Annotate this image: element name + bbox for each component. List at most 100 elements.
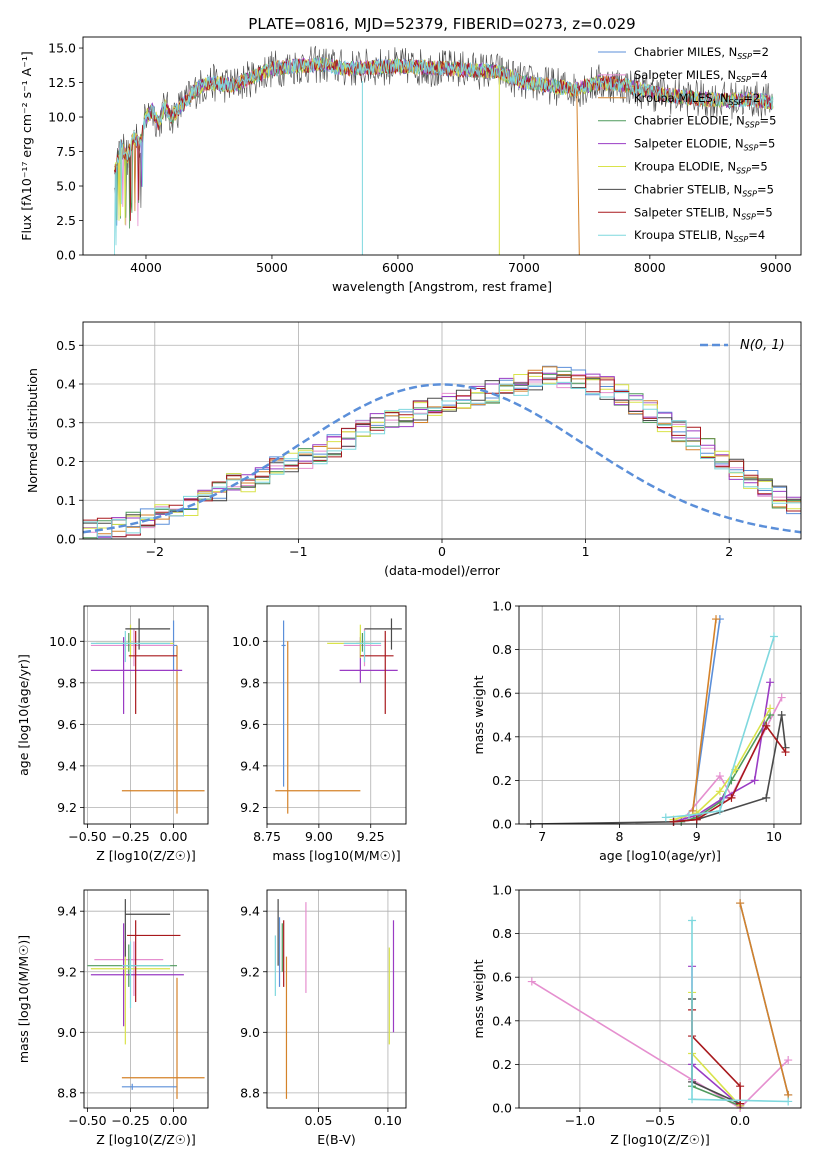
x-tick-label: −1	[289, 544, 307, 559]
x-tick-label: 8.75	[253, 829, 281, 844]
x-tick-label: 5000	[256, 260, 288, 275]
axes-frame	[83, 605, 209, 825]
x-tick-label: 1	[582, 544, 590, 559]
y-axis-label: mass weight	[471, 959, 486, 1038]
x-axis-label: E(B-V)	[317, 1132, 356, 1147]
y-axis-label: mass weight	[471, 675, 486, 754]
y-tick-label: 9.0	[57, 1025, 77, 1040]
x-tick-label: 0.05	[305, 1113, 333, 1128]
x-axis-label: mass [log10(M/M☉)]	[272, 848, 400, 863]
y-tick-label: 0.0	[492, 817, 512, 832]
y-tick-label: 0.2	[492, 773, 512, 788]
weight-point-7	[727, 793, 736, 802]
y-tick-label: 0.3	[56, 415, 76, 430]
spectrum-series-7	[114, 57, 774, 221]
x-tick-label: 7	[538, 829, 546, 844]
x-tick-label: −2	[146, 544, 164, 559]
x-axis-label: age [log10(age/yr)]	[599, 848, 721, 863]
axes-frame	[266, 889, 407, 1109]
weight-point-8	[688, 916, 697, 925]
legend-label: Salpeter ELODIE, NSSP=5	[634, 137, 775, 153]
y-tick-label: 9.2	[240, 800, 260, 815]
y-axis-label: mass [log10(M/M☉)]	[16, 935, 31, 1063]
spectrum-spike	[576, 89, 580, 256]
weight-point-1	[715, 772, 724, 781]
x-tick-label: 0.0	[730, 1113, 750, 1128]
x-tick-label: 10	[766, 829, 782, 844]
mass-vs-Z-chart: −0.50 −0.25 0.00 8.8 9.0 9.2 9.4 Z [log10(Z/Z☉)…	[16, 889, 209, 1147]
histogram-series-5	[83, 374, 801, 529]
weight-point-7	[669, 817, 678, 826]
y-tick-label: 9.8	[240, 675, 260, 690]
weight-point-4	[766, 678, 775, 687]
y-tick-label: 9.8	[57, 675, 77, 690]
weight-point-2	[712, 615, 721, 624]
weight-line-2	[739, 902, 789, 1096]
massweight-vs-age-chart: 7 8 9 10 0.0 0.2 0.4 0.6 0.8 1.0 age [log10(age/yr…	[471, 599, 802, 863]
y-axis-label: Normed distribution	[25, 368, 40, 493]
legend-label: N(0, 1)	[740, 338, 785, 353]
weight-line-1	[680, 697, 783, 823]
x-tick-label: 8000	[634, 260, 666, 275]
figure-title: PLATE=0816, MJD=52379, FIBERID=0273, z=0…	[248, 15, 635, 33]
y-tick-label: 0.1	[56, 493, 76, 508]
y-tick-label: 0.8	[492, 642, 512, 657]
y-tick-label: 0.2	[492, 1057, 512, 1072]
histogram-series-8	[83, 381, 801, 539]
y-tick-label: 0.4	[492, 1013, 512, 1028]
x-axis-label: (data-model)/error	[384, 563, 501, 578]
x-tick-label: −0.25	[111, 1113, 149, 1128]
legend-label: Chabrier MILES, NSSP=2	[634, 45, 769, 61]
legend-label: Salpeter MILES, NSSP=4	[634, 68, 768, 84]
y-tick-label: 12.5	[48, 75, 76, 90]
residuals-chart: −2 −1 0 1 2 0.0 0.1 0.2 0.3 0.4 0.5 (data-model)/er…	[25, 321, 802, 578]
massweight-vs-Z-chart: −1.0 −0.5 0.0 0.0 0.2 0.4 0.6 0.8 1.0 Z [log10(Z/…	[471, 883, 802, 1147]
axes-frame	[82, 321, 802, 540]
weight-point-5	[715, 787, 724, 796]
weight-point-8	[661, 813, 670, 822]
y-tick-label: 1.0	[492, 599, 512, 614]
weight-line-3	[691, 999, 741, 1107]
normal-curve	[82, 383, 802, 534]
x-tick-label: −0.5	[645, 1113, 675, 1128]
weight-line-6	[530, 714, 787, 824]
weight-point-2	[736, 899, 745, 908]
weight-point-8	[688, 1095, 697, 1104]
weight-point-7	[692, 815, 701, 824]
x-tick-label: 0.00	[160, 829, 188, 844]
x-tick-label: 7000	[508, 260, 540, 275]
y-axis-label: age [log10(age/yr)]	[16, 654, 31, 776]
x-tick-label: 0	[438, 544, 446, 559]
y-tick-label: 0.5	[56, 338, 76, 353]
y-tick-label: 0.0	[56, 532, 76, 547]
y-tick-label: 0.2	[56, 454, 76, 469]
weight-point-4	[750, 776, 759, 785]
x-axis-label: Z [log10(Z/Z☉)]	[610, 1132, 710, 1147]
axes-frame	[82, 36, 802, 256]
axes-frame	[518, 889, 802, 1109]
x-tick-label: 0.10	[374, 1113, 402, 1128]
x-tick-label: 8	[615, 829, 623, 844]
x-tick-label: 2	[725, 544, 733, 559]
x-axis-label: Z [log10(Z/Z☉)]	[96, 1132, 196, 1147]
x-tick-label: −0.50	[68, 829, 106, 844]
weight-point-1	[777, 693, 786, 702]
weight-line-1	[531, 980, 789, 1108]
y-tick-label: 0.4	[56, 377, 76, 392]
y-axis-label: Flux [fλ10⁻¹⁷ erg cm⁻² s⁻¹ A⁻¹]	[19, 51, 34, 240]
axes-frame	[266, 605, 407, 825]
y-tick-label: 0.0	[492, 1101, 512, 1116]
y-tick-label: 8.8	[57, 1085, 77, 1100]
x-tick-label: 0.00	[160, 1113, 188, 1128]
age-vs-mass-chart: 8.75 9.00 9.25 9.2 9.4 9.6 9.8 10.0 mass [log10(…	[232, 605, 407, 863]
y-tick-label: 9.4	[57, 904, 77, 919]
y-tick-label: 9.4	[57, 758, 77, 773]
x-tick-label: −0.50	[68, 1113, 106, 1128]
weight-point-7	[762, 721, 771, 730]
y-tick-label: 5.0	[56, 179, 76, 194]
y-tick-label: 9.0	[240, 1025, 260, 1040]
weight-point-7	[781, 748, 790, 757]
legend-label: Chabrier ELODIE, NSSP=5	[634, 114, 776, 130]
weight-line-7	[673, 724, 787, 823]
weight-point-6	[762, 793, 771, 802]
